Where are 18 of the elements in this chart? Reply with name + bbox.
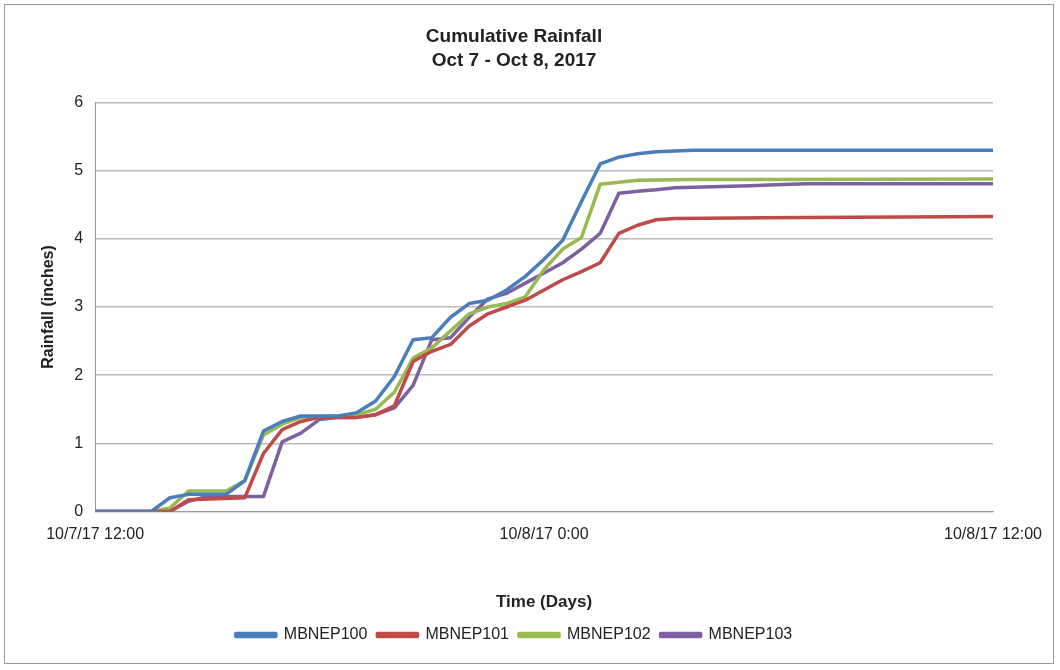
x-tick-label: 10/7/17 12:00 [46,525,145,543]
x-tick-label: 10/8/17 12:00 [944,525,1043,543]
y-tick-label: 3 [74,297,84,315]
chart-subtitle: Oct 7 - Oct 8, 2017 [431,49,597,71]
x-tick-label: 10/8/17 0:00 [499,525,589,543]
y-tick-label: 4 [74,229,84,247]
x-axis-title: Time (Days) [496,592,593,612]
y-tick-label: 0 [74,501,84,519]
y-tick-label: 2 [74,365,84,383]
legend-label: MBNEP101 [425,625,510,643]
legend-label: MBNEP103 [708,625,793,643]
y-tick-label: 6 [74,93,84,111]
legend-label: MBNEP102 [567,625,651,643]
y-tick-label: 1 [74,433,84,451]
legend-label: MBNEP100 [283,625,368,643]
chart-title: Cumulative Rainfall [425,24,603,46]
y-tick-label: 5 [74,161,84,179]
y-axis-title: Rainfall (inches) [39,245,57,369]
